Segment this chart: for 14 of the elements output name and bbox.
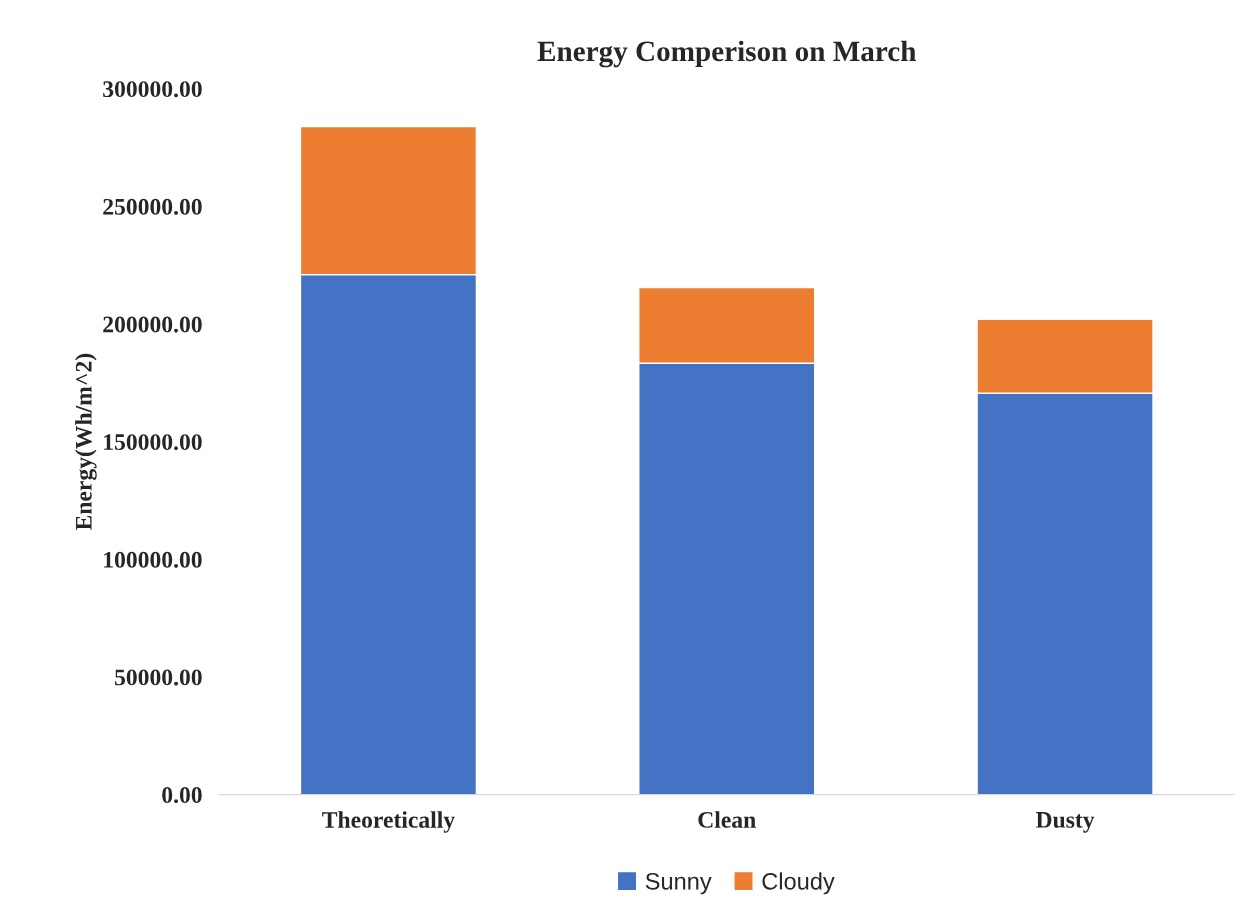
x-tick-label: Dusty (1035, 812, 1095, 833)
y-tick-label: 50000.00 (115, 669, 202, 686)
y-tick-label: 200000.00 (103, 316, 202, 333)
y-tick-label: 250000.00 (103, 198, 202, 215)
legend-label: Sunny (645, 872, 712, 895)
legend-label: Cloudy (762, 872, 835, 895)
y-axis-title: Energy(Wh/m^2) (75, 353, 97, 531)
x-tick-label: Theoretically (322, 811, 455, 833)
y-tick-label: 100000.00 (104, 551, 202, 568)
y-tick-label: 150000.00 (104, 434, 202, 451)
x-tick-label: Clean (698, 811, 756, 828)
y-tick-label: 300000.00 (103, 81, 202, 98)
chart-title: Energy Comperison on March (537, 40, 917, 68)
y-tick-label: 0.00 (162, 787, 202, 804)
